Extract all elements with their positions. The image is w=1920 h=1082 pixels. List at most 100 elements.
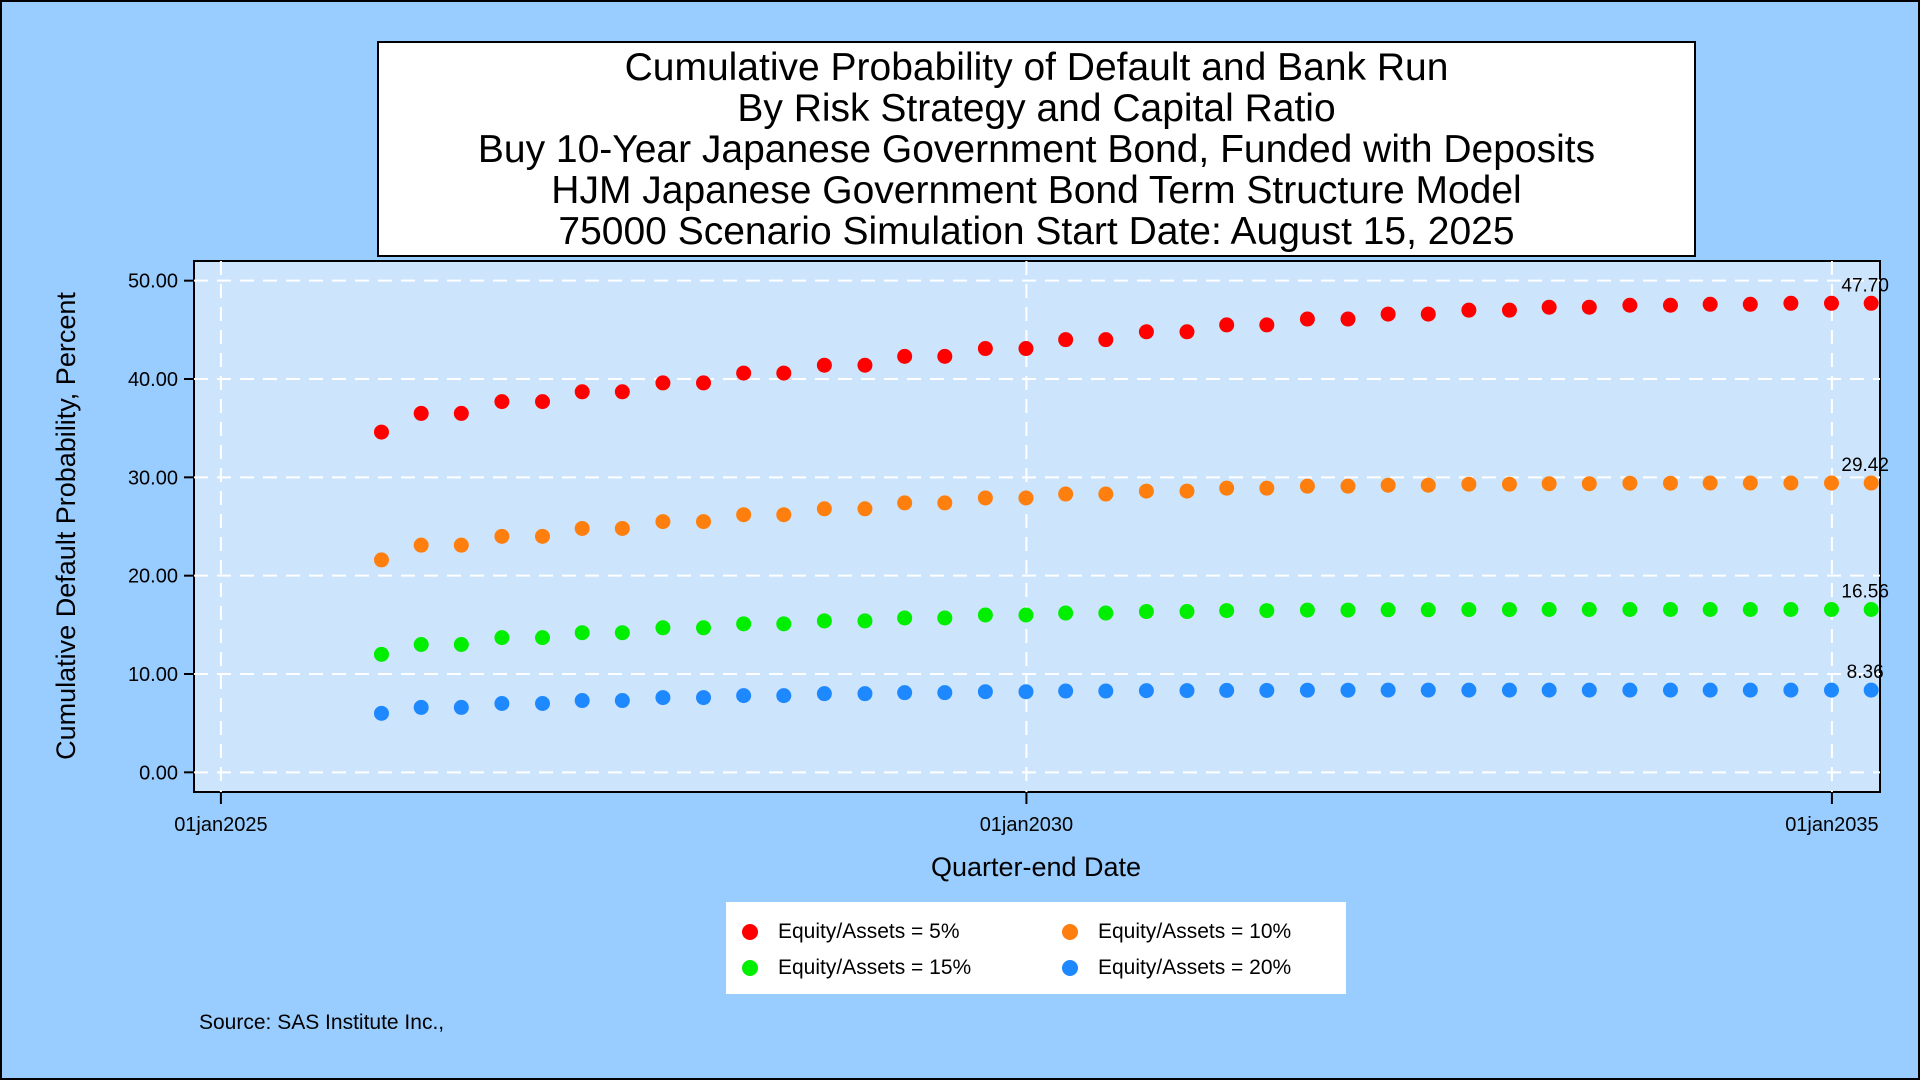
data-point-series-4 (413, 699, 429, 715)
source-note: Source: SAS Institute Inc., (199, 1011, 445, 1034)
data-point-series-2 (574, 520, 590, 536)
legend-label-equity-15: Equity/Assets = 15% (778, 956, 972, 979)
data-point-series-3 (1662, 601, 1678, 617)
data-point-series-1 (1259, 317, 1275, 333)
plot-area (193, 260, 1881, 793)
data-point-series-3 (977, 607, 993, 623)
data-point-series-2 (1018, 490, 1034, 506)
data-point-series-4 (1581, 682, 1597, 698)
data-point-series-2 (897, 495, 913, 511)
data-point-series-2 (1581, 476, 1597, 492)
data-point-series-2 (1420, 477, 1436, 493)
legend-marker-equity-10 (1062, 924, 1078, 940)
labels-layer: 47.70 29.42 16.56 8.36 (1841, 275, 1889, 683)
data-point-series-4 (1299, 682, 1315, 698)
legend-item-equity-5: Equity/Assets = 5% (742, 918, 960, 946)
data-point-series-2 (1461, 476, 1477, 492)
data-point-series-1 (1863, 295, 1879, 311)
data-point-series-3 (857, 613, 873, 629)
data-point-series-3 (1179, 604, 1195, 620)
axes-layer: 0.00 10.00 20.00 30.00 40.00 50.00 01jan2025 01… (51, 271, 1879, 882)
data-point-series-1 (977, 341, 993, 357)
data-point-series-3 (1058, 605, 1074, 621)
legend-marker-equity-20 (1062, 960, 1078, 976)
chart-title-line-1: Cumulative Probability of Default and Ba… (624, 46, 1449, 89)
data-point-series-3 (816, 613, 832, 629)
data-point-series-3 (1018, 607, 1034, 623)
data-point-series-3 (897, 610, 913, 626)
data-point-series-1 (776, 365, 792, 381)
data-point-series-1 (1702, 296, 1718, 312)
data-point-series-2 (1380, 477, 1396, 493)
data-point-series-2 (534, 528, 550, 544)
data-point-series-2 (1299, 478, 1315, 494)
chart-title-line-5: 75000 Scenario Simulation Start Date: Au… (558, 210, 1515, 253)
data-point-series-4 (696, 690, 712, 706)
data-point-series-1 (494, 394, 510, 410)
data-point-series-3 (1098, 605, 1114, 621)
data-point-series-3 (937, 610, 953, 626)
data-point-series-3 (1420, 602, 1436, 618)
data-point-series-1 (1501, 302, 1517, 318)
x-axis-title: Quarter-end Date (931, 852, 1141, 882)
data-point-series-4 (1461, 682, 1477, 698)
data-point-series-2 (453, 537, 469, 553)
data-point-series-3 (614, 625, 630, 641)
data-point-series-2 (1662, 475, 1678, 491)
data-point-series-1 (453, 405, 469, 421)
data-point-series-3 (1461, 602, 1477, 618)
data-point-series-4 (776, 688, 792, 704)
data-point-series-4 (1662, 682, 1678, 698)
data-point-series-2 (614, 520, 630, 536)
data-point-series-1 (1783, 295, 1799, 311)
y-tick-label: 40.00 (128, 369, 178, 391)
legend-label-equity-5: Equity/Assets = 5% (778, 920, 960, 943)
data-point-series-4 (1179, 683, 1195, 699)
data-point-series-4 (1702, 682, 1718, 698)
data-point-series-2 (1340, 478, 1356, 494)
data-point-series-4 (574, 693, 590, 709)
data-point-series-3 (1823, 601, 1839, 617)
data-point-series-3 (1138, 604, 1154, 620)
data-point-series-2 (1823, 475, 1839, 491)
data-point-series-1 (1219, 317, 1235, 333)
data-point-series-1 (1340, 311, 1356, 327)
data-point-series-4 (857, 686, 873, 702)
data-point-series-1 (696, 375, 712, 391)
data-point-series-3 (1622, 601, 1638, 617)
data-point-series-2 (1742, 475, 1758, 491)
data-point-series-3 (1541, 601, 1557, 617)
data-point-series-4 (494, 696, 510, 711)
data-point-series-1 (1662, 297, 1678, 313)
data-point-series-4 (1501, 682, 1517, 698)
data-point-series-3 (1702, 601, 1718, 617)
data-point-series-2 (1783, 475, 1799, 491)
data-point-series-1 (655, 375, 671, 391)
data-point-series-3 (1581, 601, 1597, 617)
data-point-series-1 (857, 357, 873, 373)
data-point-series-3 (696, 620, 712, 636)
data-point-series-2 (696, 514, 712, 530)
data-point-series-4 (1823, 682, 1839, 698)
data-point-series-4 (1219, 682, 1235, 698)
data-point-series-1 (1461, 302, 1477, 318)
end-value-label-series-1: 47.70 (1841, 275, 1889, 296)
data-point-series-1 (574, 384, 590, 400)
data-point-series-2 (736, 507, 752, 523)
data-point-series-4 (655, 690, 671, 706)
title-box: Cumulative Probability of Default and Ba… (377, 41, 1696, 257)
data-point-series-4 (373, 705, 389, 721)
data-point-series-1 (1742, 296, 1758, 312)
data-point-series-4 (453, 699, 469, 715)
data-point-series-1 (614, 384, 630, 400)
data-point-series-1 (1179, 324, 1195, 340)
data-point-series-2 (1179, 483, 1195, 499)
data-point-series-2 (857, 501, 873, 517)
legend-marker-equity-5 (742, 924, 758, 940)
data-point-series-3 (1299, 602, 1315, 618)
data-point-series-3 (655, 620, 671, 636)
data-point-series-3 (373, 646, 389, 662)
chart-title-line-4: HJM Japanese Government Bond Term Struct… (551, 169, 1522, 212)
data-point-series-4 (736, 688, 752, 704)
